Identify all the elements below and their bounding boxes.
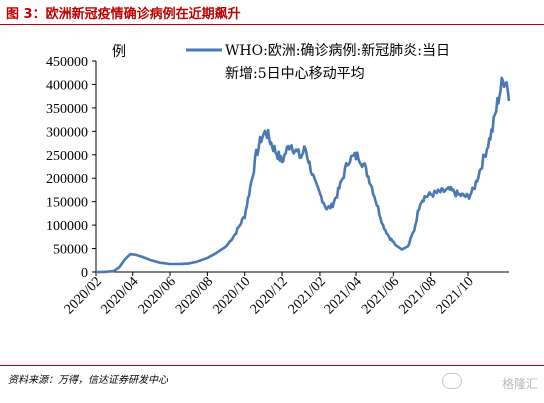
x-tick-label: 2020/08: [173, 274, 216, 317]
y-tick-label: 450000: [46, 55, 88, 70]
y-tick-label: 150000: [46, 196, 88, 211]
y-tick-label: 400000: [46, 78, 88, 93]
legend-label-line-1: WHO:欧洲:确诊病例:新冠肺炎:当日: [225, 43, 450, 59]
footer-rule: [0, 365, 544, 366]
line-chart: 0 50000 100000 150000 200000 250000 300000 3500…: [46, 43, 511, 317]
y-tick-label: 200000: [46, 172, 88, 187]
y-tick-label: 0: [81, 266, 88, 281]
y-tick-label: 250000: [46, 149, 88, 164]
y-axis-unit-label: 例: [112, 44, 126, 60]
x-tick-label: 2020/04: [98, 274, 141, 317]
x-tick-label: 2020/12: [248, 274, 291, 317]
x-tick-label: 2021/10: [434, 274, 477, 317]
y-tick-label: 300000: [46, 125, 88, 140]
figure-title: 图 3：欧洲新冠疫情确诊病例在近期飙升: [6, 7, 241, 22]
title-rule: [0, 24, 544, 25]
axes-layer: 0 50000 100000 150000 200000 250000 300000 3500…: [46, 55, 509, 317]
y-tick-label: 50000: [53, 243, 88, 258]
title-bar: 图 3：欧洲新冠疫情确诊病例在近期飙升: [0, 0, 544, 25]
legend-label-line-2: 新增:5日中心移动平均: [225, 66, 365, 82]
x-tick-label: 2021/08: [396, 274, 439, 317]
watermark: 格隆汇: [442, 367, 538, 397]
x-tick-label: 2021/02: [286, 274, 329, 317]
x-tick-label: 2021/04: [322, 274, 365, 317]
source-note: 资料来源：万得，信达证券研发中心: [8, 375, 168, 386]
x-tick-label: 2021/06: [359, 274, 402, 317]
watermark-logo-icon: [442, 373, 462, 389]
plot-layer: [95, 76, 511, 274]
y-tick-label: 350000: [46, 102, 88, 117]
watermark-text: 格隆汇: [501, 377, 538, 391]
y-tick-label: 100000: [46, 219, 88, 234]
x-tick-label: 2020/10: [210, 274, 253, 317]
series-line: [95, 76, 511, 274]
x-tick-label: 2020/06: [136, 274, 179, 317]
legend: WHO:欧洲:确诊病例:新冠肺炎:当日 新增:5日中心移动平均: [186, 43, 450, 82]
